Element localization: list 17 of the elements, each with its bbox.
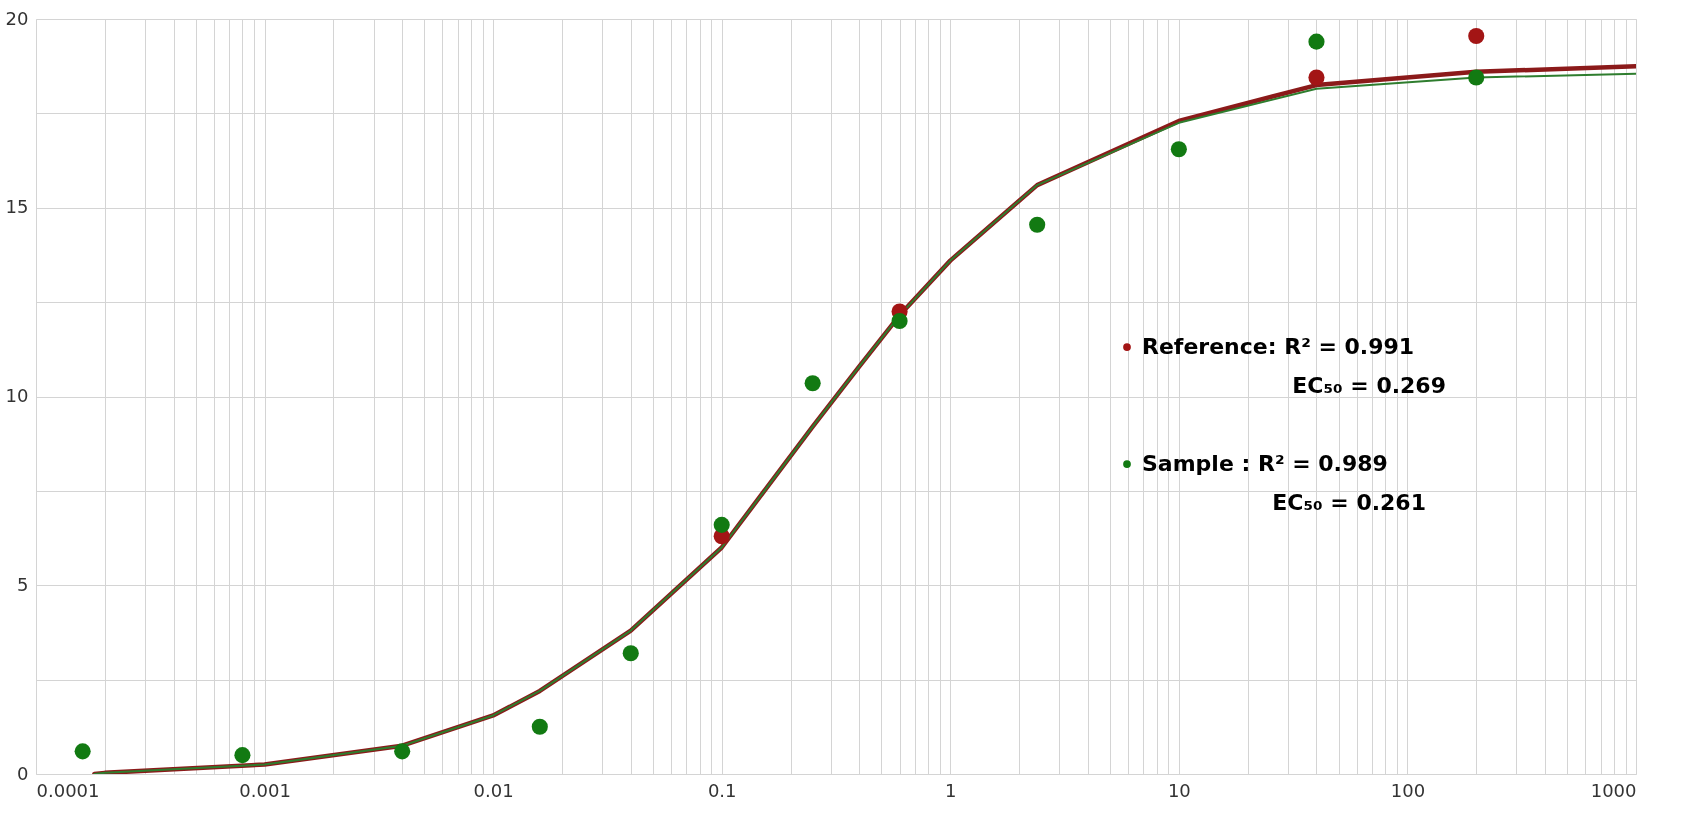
x-tick-label: 0.1 (707, 779, 737, 801)
x-tick-label: 0.001 (239, 779, 291, 801)
x-tick-label: 1 (945, 779, 957, 801)
x-tick-label: 100 (1390, 779, 1426, 801)
y-tick-label: 10 (5, 385, 29, 406)
x-tick-label: 1000 (1590, 779, 1637, 801)
y-tick-label: 5 (17, 573, 29, 595)
x-tick-label: 0.0001 (36, 779, 100, 801)
annotation: EC₅₀ = 0.261 (1272, 490, 1426, 516)
x-tick-label: 10 (1167, 779, 1191, 801)
legend-label: Sample : R² = 0.989 (1142, 451, 1388, 477)
y-tick-label: 20 (5, 7, 29, 29)
legend-label: Reference: R² = 0.991 (1142, 334, 1415, 360)
x-tick-label: 0.01 (473, 779, 514, 801)
y-tick-label: 15 (5, 196, 29, 218)
y-tick-label: 0 (17, 762, 29, 784)
annotation: EC₅₀ = 0.269 (1292, 373, 1446, 399)
